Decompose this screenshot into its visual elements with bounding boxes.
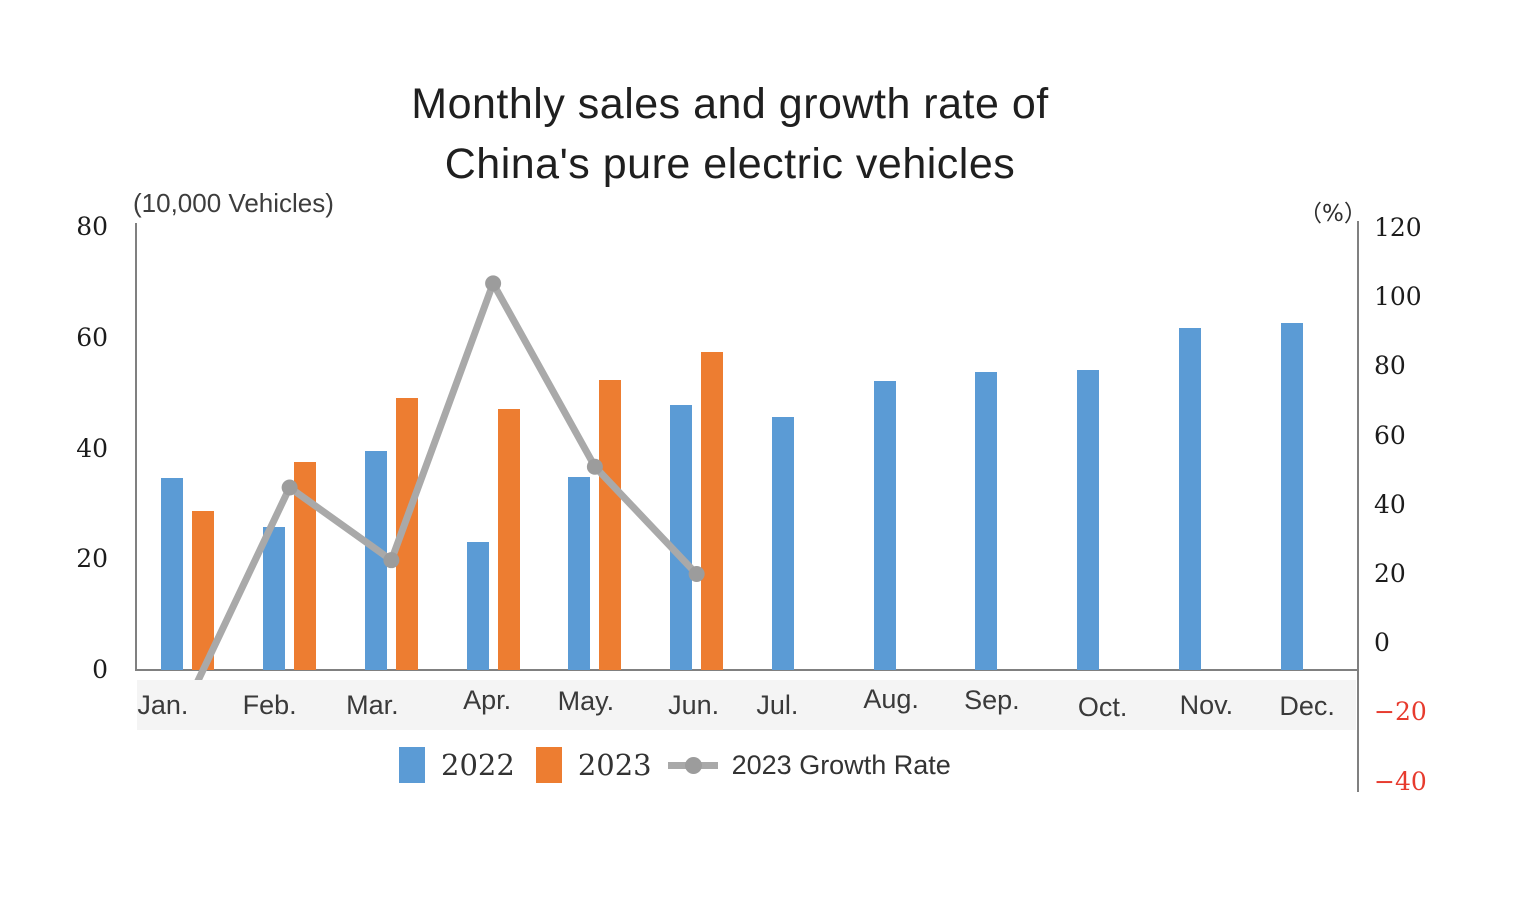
bar-2022-Jun. — [670, 405, 693, 670]
growth-marker-Mar. — [383, 552, 400, 569]
left-tick-40: 40 — [76, 433, 108, 463]
growth-line — [194, 279, 700, 680]
left-tick-80: 80 — [76, 212, 108, 241]
month-label-Dec.: Dec. — [1279, 691, 1335, 721]
bar-2022-Jul. — [771, 416, 794, 670]
legend-label-2022: 2022 — [441, 748, 515, 782]
right-tick-120: 120 — [1374, 213, 1422, 242]
chart-title: Monthly sales and growth rate of China's… — [0, 74, 1460, 194]
right-tick-−40: −40 — [1374, 766, 1427, 796]
left-tick-0: 0 — [92, 655, 108, 684]
legend-line-marker-icon — [684, 757, 702, 774]
growth-marker-Apr. — [485, 275, 502, 292]
legend-label-2023: 2023 — [577, 748, 652, 782]
month-label-Jul.: Jul. — [756, 690, 799, 720]
left-tick-20: 20 — [76, 544, 108, 574]
month-label-Oct.: Oct. — [1077, 692, 1128, 722]
bar-2022-Sep. — [975, 372, 998, 670]
right-tick-100: 100 — [1374, 282, 1422, 312]
growth-line-layer — [194, 275, 705, 680]
bar-2022-May. — [568, 477, 591, 670]
right-tick-20: 20 — [1374, 559, 1406, 588]
x-axis-label-band — [137, 680, 1356, 730]
right-tick-80: 80 — [1374, 351, 1406, 381]
legend-label-growth-rate: 2023 Growth Rate — [731, 749, 951, 780]
right-axis-line — [1357, 221, 1359, 792]
growth-marker-Jun. — [688, 566, 705, 582]
bar-2022-Feb. — [263, 526, 286, 670]
right-tick-40: 40 — [1374, 489, 1406, 519]
month-label-Feb.: Feb. — [242, 690, 297, 720]
growth-marker-May. — [586, 458, 603, 475]
bar-2023-Mar. — [395, 398, 418, 670]
month-label-Mar.: Mar. — [346, 690, 399, 720]
bar-2022-Dec. — [1280, 322, 1303, 670]
month-label-Apr.: Apr. — [463, 685, 512, 715]
bar-2023-Feb. — [294, 461, 317, 670]
bar-2023-May. — [599, 379, 622, 670]
bar-2023-Apr. — [497, 408, 520, 670]
legend-line-sample — [667, 746, 718, 784]
left-axis-unit-label: (10,000 Vehicles) — [133, 188, 334, 218]
bar-2022-Nov. — [1178, 327, 1201, 670]
bar-2022-Apr. — [466, 542, 489, 670]
month-label-Aug.: Aug. — [863, 684, 919, 714]
month-label-Sep.: Sep. — [964, 685, 1020, 715]
bar-2022-Oct. — [1077, 369, 1100, 670]
bar-2022-Mar. — [364, 450, 387, 670]
month-label-Jan.: Jan. — [137, 690, 189, 720]
bar-2023-Jun. — [701, 352, 724, 670]
chart-title-line1: Monthly sales and growth rate of — [411, 80, 1049, 128]
left-tick-60: 60 — [76, 322, 108, 352]
x-axis-line — [135, 669, 1359, 671]
month-label-Jun.: Jun. — [668, 690, 720, 720]
legend: 2022 2023 2023 Growth Rate — [399, 746, 951, 784]
chart-title-line2: China's pure electric vehicles — [444, 140, 1016, 188]
month-label-May.: May. — [557, 686, 615, 716]
legend-swatch-2023 — [535, 747, 562, 783]
right-axis-unit-label: （%） — [1299, 201, 1367, 227]
right-tick-0: 0 — [1374, 628, 1390, 658]
left-axis-line — [135, 223, 137, 671]
bar-2023-Jan. — [192, 510, 215, 670]
month-label-Nov.: Nov. — [1179, 690, 1234, 720]
legend-swatch-2022 — [399, 747, 425, 783]
bar-2022-Jan. — [161, 477, 184, 670]
growth-marker-Feb. — [281, 479, 298, 496]
bar-2022-Aug. — [873, 381, 896, 670]
right-tick-60: 60 — [1374, 420, 1406, 450]
right-tick-−20: −20 — [1374, 697, 1427, 727]
